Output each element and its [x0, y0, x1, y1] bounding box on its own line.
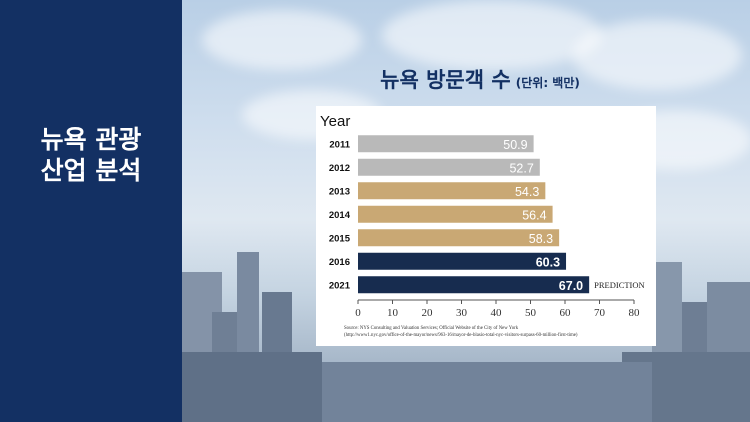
value-label-2014: 56.4	[522, 208, 546, 222]
y-axis-label: Year	[320, 113, 350, 130]
bar-chart: Year 2011 50.9 2012 52.7 2013 54.3 2014 56.4 2015…	[320, 113, 645, 319]
category-label-2014: 2014	[329, 210, 351, 221]
x-tick-label-60: 60	[560, 307, 572, 319]
x-tick-label-50: 50	[525, 307, 537, 319]
chart-title-text: 뉴욕 방문객 수	[380, 68, 511, 92]
category-label-2016: 2016	[329, 257, 350, 268]
value-label-2013: 54.3	[515, 185, 539, 199]
category-label-2013: 2013	[329, 186, 350, 197]
x-tick-label-40: 40	[491, 307, 503, 319]
value-label-2015: 58.3	[529, 232, 553, 246]
chart-source: Source: NYS Consulting and Valuation Ser…	[344, 325, 649, 339]
x-tick-label-0: 0	[355, 307, 361, 319]
chart-title: 뉴욕 방문객 수 (단위: 백만)	[300, 64, 660, 94]
category-label-2015: 2015	[329, 233, 351, 244]
chart-subtitle: (단위: 백만)	[515, 76, 580, 90]
value-label-2021: 67.0	[559, 279, 583, 293]
category-label-2021: 2021	[329, 280, 351, 291]
value-label-2012: 52.7	[509, 161, 533, 175]
bar-2021	[358, 276, 590, 294]
bar-2015	[358, 229, 560, 247]
value-label-2011: 50.9	[503, 138, 527, 152]
category-label-2011: 2011	[329, 139, 350, 150]
value-label-2016: 60.3	[536, 255, 560, 269]
x-tick-label-30: 30	[456, 307, 468, 319]
prediction-annotation: PREDICTION	[594, 280, 645, 290]
x-tick-label-20: 20	[422, 307, 434, 319]
bar-2014	[358, 205, 553, 223]
bar-2012	[358, 158, 540, 176]
chart-panel: Year 2011 50.9 2012 52.7 2013 54.3 2014 56.4 2015…	[316, 106, 656, 346]
sidebar-title-line-1: 뉴욕 관광	[40, 125, 142, 154]
sidebar-title-line-2: 산업 분석	[40, 156, 142, 185]
bar-2011	[358, 135, 534, 153]
bar-2013	[358, 182, 546, 200]
sidebar: 뉴욕 관광 산업 분석	[0, 0, 182, 422]
x-tick-label-80: 80	[629, 307, 641, 319]
source-line-1: Source: NYS Consulting and Valuation Ser…	[344, 326, 519, 331]
category-label-2012: 2012	[329, 163, 350, 174]
source-line-2: (http://www1.nyc.gov/office-of-the-mayor…	[344, 333, 578, 338]
sidebar-title: 뉴욕 관광 산업 분석	[0, 124, 182, 186]
bar-2016	[358, 252, 567, 270]
x-tick-label-70: 70	[594, 307, 606, 319]
x-tick-label-10: 10	[387, 307, 399, 319]
